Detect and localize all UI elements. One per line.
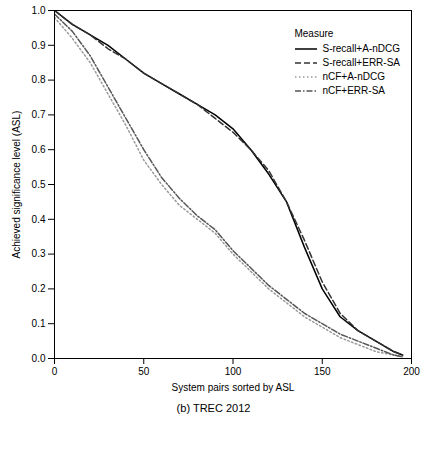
svg-text:0.2: 0.2: [32, 283, 46, 294]
html-text:nCF+ERR-SA: nCF+ERR-SA: [322, 85, 385, 96]
svg-text:Achieved significance level (A: Achieved significance level (ASL): [11, 111, 22, 259]
svg-text:0.7: 0.7: [32, 109, 46, 120]
svg-text:System pairs sorted by ASL: System pairs sorted by ASL: [172, 382, 295, 393]
svg-text:100: 100: [225, 366, 242, 377]
svg-text:1.0: 1.0: [32, 5, 46, 16]
html-text:(b) TREC 2012: (b) TREC 2012: [176, 402, 251, 414]
html-text:Measure: Measure: [294, 28, 334, 39]
svg-text:0.4: 0.4: [32, 214, 46, 225]
svg-text:0.8: 0.8: [32, 74, 46, 85]
svg-text:0.9: 0.9: [32, 40, 46, 51]
html-text:S-recall+ERR-SA: S-recall+ERR-SA: [322, 57, 400, 68]
svg-text:0.0: 0.0: [32, 353, 46, 364]
svg-text:0.1: 0.1: [32, 318, 46, 329]
svg-text:0.3: 0.3: [32, 248, 46, 259]
svg-text:0: 0: [52, 366, 58, 377]
svg-text:0.6: 0.6: [32, 144, 46, 155]
svg-text:0.5: 0.5: [32, 179, 46, 190]
html-text:nCF+A-nDCG: nCF+A-nDCG: [322, 71, 385, 82]
svg-text:200: 200: [403, 366, 420, 377]
svg-text:150: 150: [314, 366, 331, 377]
html-text:S-recall+A-nDCG: S-recall+A-nDCG: [322, 43, 400, 54]
svg-text:50: 50: [138, 366, 150, 377]
